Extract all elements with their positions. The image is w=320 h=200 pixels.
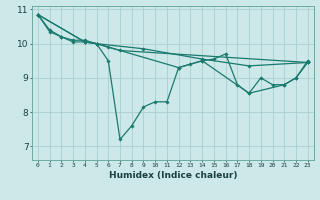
- X-axis label: Humidex (Indice chaleur): Humidex (Indice chaleur): [108, 171, 237, 180]
